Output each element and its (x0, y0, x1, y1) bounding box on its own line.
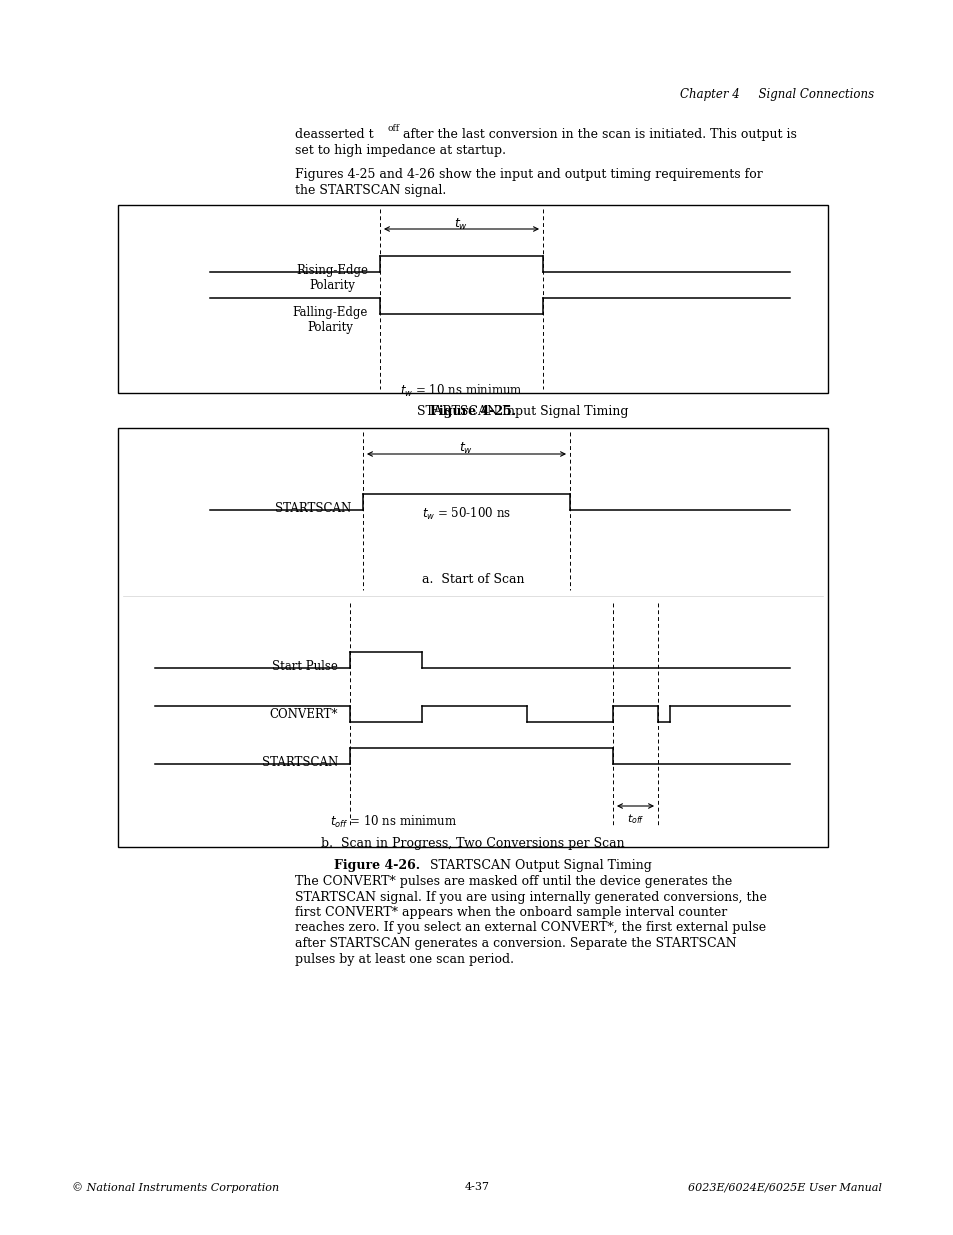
Bar (118, 205, 827, 393)
Text: $t_w$ = 10 ns minimum: $t_w$ = 10 ns minimum (399, 383, 522, 399)
Text: STARTSCAN Output Signal Timing: STARTSCAN Output Signal Timing (421, 860, 651, 872)
Text: deasserted t: deasserted t (294, 128, 374, 141)
Text: reaches zero. If you select an external CONVERT*, the first external pulse: reaches zero. If you select an external … (294, 921, 765, 935)
Bar (118, 429, 827, 847)
Text: the STARTSCAN signal.: the STARTSCAN signal. (294, 184, 446, 198)
Text: Figure 4-25.: Figure 4-25. (430, 405, 516, 417)
Text: after the last conversion in the scan is initiated. This output is: after the last conversion in the scan is… (398, 128, 796, 141)
Text: Rising-Edge
Polarity: Rising-Edge Polarity (295, 264, 368, 291)
Text: STARTSCAN Input Signal Timing: STARTSCAN Input Signal Timing (409, 405, 628, 417)
Text: STARTSCAN: STARTSCAN (261, 756, 337, 769)
Text: Start Pulse: Start Pulse (272, 659, 337, 673)
Text: Chapter 4     Signal Connections: Chapter 4 Signal Connections (679, 88, 873, 101)
Text: $t_w$ = 50-100 ns: $t_w$ = 50-100 ns (421, 506, 511, 522)
Text: b.  Scan in Progress, Two Conversions per Scan: b. Scan in Progress, Two Conversions per… (321, 837, 624, 850)
Text: set to high impedance at startup.: set to high impedance at startup. (294, 144, 505, 157)
Text: after STARTSCAN generates a conversion. Separate the STARTSCAN: after STARTSCAN generates a conversion. … (294, 937, 736, 950)
Text: a.  Start of Scan: a. Start of Scan (421, 573, 524, 585)
Text: © National Instruments Corporation: © National Instruments Corporation (71, 1182, 279, 1193)
Text: Figures 4-25 and 4-26 show the input and output timing requirements for: Figures 4-25 and 4-26 show the input and… (294, 168, 762, 182)
Text: STARTSCAN signal. If you are using internally generated conversions, the: STARTSCAN signal. If you are using inter… (294, 890, 766, 904)
Text: CONVERT*: CONVERT* (269, 708, 337, 721)
Text: off: off (388, 124, 399, 133)
Text: first CONVERT* appears when the onboard sample interval counter: first CONVERT* appears when the onboard … (294, 906, 726, 919)
Text: $t_{off}$ = 10 ns minimum: $t_{off}$ = 10 ns minimum (330, 814, 456, 830)
Text: $t_w$: $t_w$ (454, 217, 468, 232)
Text: $t_w$: $t_w$ (459, 441, 473, 456)
Text: Falling-Edge
Polarity: Falling-Edge Polarity (293, 306, 368, 333)
Text: Figure 4-26.: Figure 4-26. (334, 860, 419, 872)
Text: The CONVERT* pulses are masked off until the device generates the: The CONVERT* pulses are masked off until… (294, 876, 732, 888)
Text: pulses by at least one scan period.: pulses by at least one scan period. (294, 952, 514, 966)
Text: 6023E/6024E/6025E User Manual: 6023E/6024E/6025E User Manual (687, 1182, 882, 1192)
Text: STARTSCAN: STARTSCAN (274, 501, 351, 515)
Text: $t_{off}$: $t_{off}$ (626, 811, 643, 826)
Text: 4-37: 4-37 (464, 1182, 489, 1192)
